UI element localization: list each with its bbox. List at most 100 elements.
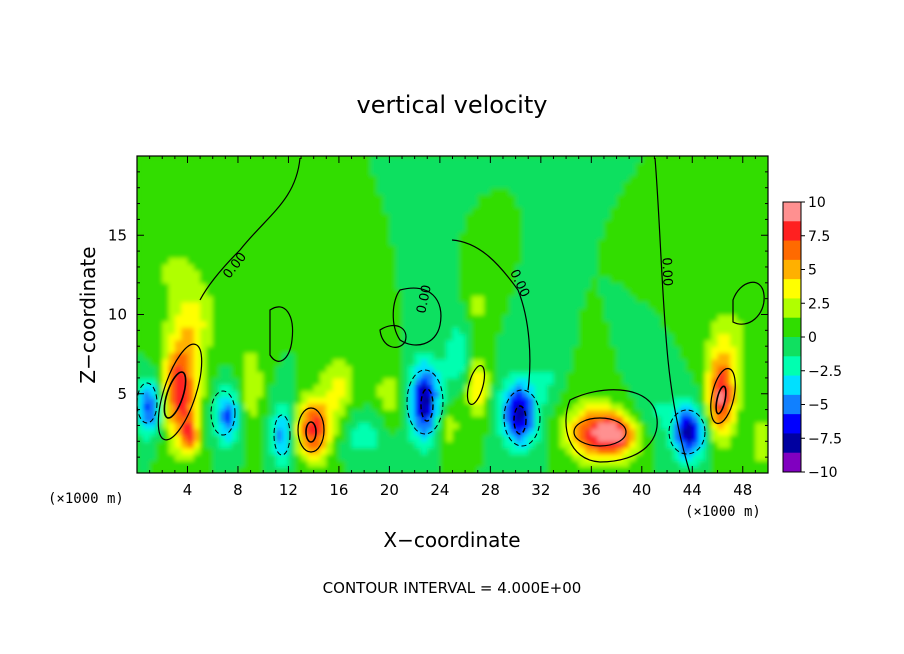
- heatmap-cell: [237, 162, 245, 170]
- heatmap-cell: [673, 403, 681, 411]
- heatmap-cell: [761, 434, 768, 442]
- heatmap-cell: [717, 282, 725, 290]
- heatmap-cell: [206, 194, 214, 201]
- heatmap-cell: [383, 187, 390, 195]
- heatmap-cell: [755, 289, 763, 297]
- heatmap-cell: [736, 441, 744, 449]
- heatmap-cell: [408, 206, 416, 214]
- heatmap-cell: [137, 428, 144, 436]
- heatmap-cell: [547, 327, 555, 335]
- heatmap-cell: [698, 384, 706, 392]
- heatmap-cell: [181, 244, 189, 252]
- heatmap-cell: [648, 301, 656, 309]
- heatmap-cell: [225, 282, 233, 290]
- heatmap-cell: [433, 346, 441, 354]
- heatmap-cell: [225, 466, 233, 473]
- heatmap-cell: [269, 428, 277, 436]
- heatmap-cell: [641, 415, 649, 423]
- heatmap-cell: [149, 308, 157, 316]
- heatmap-cell: [603, 339, 611, 347]
- heatmap-cell: [534, 434, 542, 442]
- heatmap-cell: [149, 409, 157, 417]
- heatmap-cell: [282, 371, 290, 379]
- heatmap-cell: [635, 301, 643, 309]
- heatmap-cell: [585, 282, 592, 290]
- heatmap-cell: [326, 232, 334, 240]
- heatmap-cell: [679, 187, 687, 195]
- heatmap-cell: [364, 308, 372, 316]
- heatmap-cell: [704, 352, 712, 360]
- heatmap-cell: [452, 352, 460, 360]
- heatmap-cell: [521, 320, 529, 328]
- heatmap-cell: [496, 175, 504, 182]
- heatmap-cell: [389, 422, 397, 430]
- heatmap-cell: [534, 225, 542, 233]
- heatmap-cell: [585, 219, 592, 227]
- heatmap-cell: [629, 434, 637, 442]
- heatmap-cell: [717, 403, 725, 411]
- heatmap-cell: [225, 320, 233, 328]
- heatmap-cell: [288, 244, 296, 252]
- heatmap-cell: [181, 308, 189, 316]
- heatmap-cell: [471, 466, 479, 473]
- heatmap-cell: [174, 156, 182, 163]
- heatmap-cell: [736, 168, 744, 176]
- heatmap-cell: [465, 206, 473, 214]
- heatmap-cell: [162, 466, 170, 473]
- heatmap-cell: [515, 384, 523, 392]
- heatmap-cell: [383, 295, 390, 303]
- heatmap-cell: [585, 232, 592, 240]
- heatmap-cell: [200, 314, 208, 322]
- heatmap-cell: [717, 295, 725, 303]
- heatmap-cell: [471, 206, 479, 214]
- heatmap-cell: [301, 327, 308, 335]
- heatmap-cell: [484, 257, 491, 265]
- heatmap-cell: [736, 213, 744, 220]
- heatmap-cell: [351, 225, 359, 233]
- heatmap-cell: [452, 358, 460, 366]
- heatmap-cell: [591, 371, 599, 379]
- heatmap-cell: [679, 466, 687, 473]
- heatmap-cell: [496, 168, 504, 176]
- heatmap-cell: [155, 270, 163, 278]
- heatmap-cell: [654, 384, 662, 392]
- heatmap-cell: [219, 232, 226, 240]
- heatmap-cell: [502, 447, 510, 455]
- heatmap-cell: [174, 225, 182, 233]
- heatmap-cell: [547, 270, 555, 278]
- heatmap-cell: [219, 187, 226, 195]
- heatmap-cell: [509, 333, 517, 341]
- heatmap-cell: [673, 295, 681, 303]
- heatmap-cell: [395, 308, 403, 316]
- heatmap-cell: [294, 194, 302, 201]
- heatmap-cell: [275, 213, 283, 220]
- heatmap-cell: [730, 447, 738, 455]
- heatmap-cell: [742, 422, 750, 430]
- heatmap-cell: [155, 390, 163, 398]
- heatmap-cell: [181, 270, 189, 278]
- heatmap-cell: [345, 460, 353, 468]
- heatmap-cell: [521, 301, 529, 309]
- heatmap-cell: [566, 403, 573, 411]
- heatmap-cell: [301, 339, 308, 347]
- heatmap-cell: [755, 194, 763, 201]
- heatmap-cell: [376, 396, 384, 404]
- heatmap-cell: [206, 162, 214, 170]
- heatmap-cell: [566, 409, 573, 417]
- heatmap-cell: [364, 289, 372, 297]
- heatmap-cell: [319, 301, 327, 309]
- heatmap-cell: [679, 295, 687, 303]
- heatmap-cell: [383, 238, 390, 246]
- heatmap-cell: [692, 168, 700, 176]
- heatmap-cell: [402, 377, 409, 385]
- heatmap-cell: [439, 346, 447, 354]
- heatmap-cell: [477, 314, 485, 322]
- heatmap-cell: [326, 434, 334, 442]
- heatmap-cell: [345, 453, 353, 461]
- heatmap-cell: [313, 371, 321, 379]
- heatmap-cell: [433, 428, 441, 436]
- heatmap-cell: [269, 251, 277, 259]
- heatmap-cell: [301, 384, 308, 392]
- heatmap-cell: [660, 257, 668, 265]
- heatmap-cell: [225, 422, 233, 430]
